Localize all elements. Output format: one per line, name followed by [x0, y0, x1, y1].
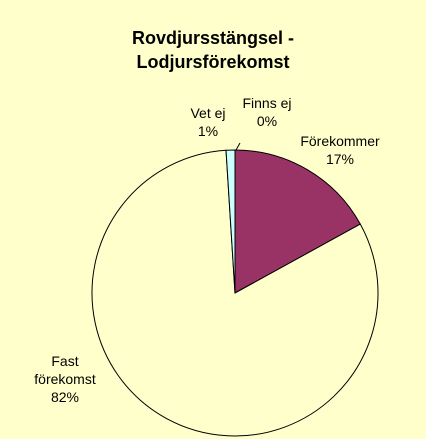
label-value: 1% — [197, 123, 219, 139]
pie-slice — [234, 149, 361, 294]
data-label: Finns ej 0% — [232, 94, 302, 130]
data-label: Fast förekomst 82% — [20, 352, 110, 406]
label-category: Fast förekomst — [34, 353, 96, 387]
label-category: Finns ej — [242, 95, 292, 111]
label-value: 0% — [256, 113, 278, 129]
label-category: Förekommer — [300, 133, 380, 149]
data-label: Vet ej 1% — [178, 104, 238, 140]
chart-title: Rovdjursstängsel - Lodjursförekomst — [131, 28, 295, 72]
label-value: 82% — [50, 389, 80, 405]
label-category: Vet ej — [190, 105, 226, 121]
pie-slice — [91, 149, 379, 437]
leader-line — [235, 142, 241, 151]
data-label: Förekommer 17% — [280, 132, 400, 168]
label-value: 17% — [325, 151, 355, 167]
